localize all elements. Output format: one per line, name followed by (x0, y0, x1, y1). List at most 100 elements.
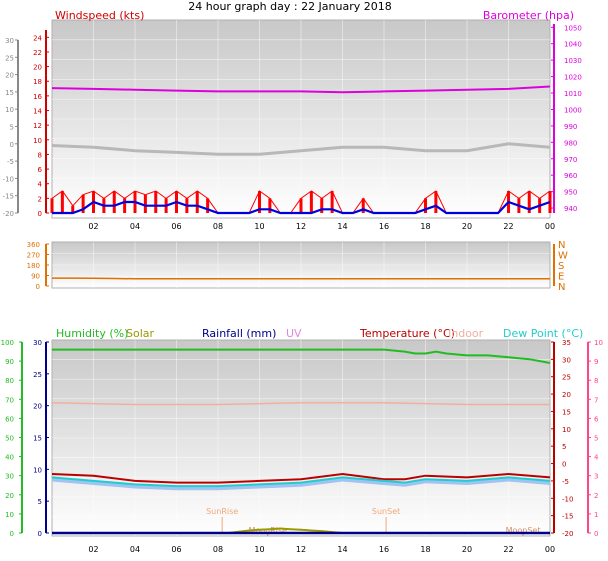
barometer-tick-label: 1030 (564, 57, 582, 65)
temperature-x-tick-label: 06 (171, 545, 181, 554)
temp-grey-tick-label: 20 (5, 72, 14, 80)
windspeed-tick-label: 20 (33, 64, 42, 72)
direction-deg-tick-label: 0 (36, 283, 40, 291)
solar-line (52, 527, 550, 534)
temperature-x-tick-label: 12 (296, 545, 306, 554)
temp-grey-tick-label: -10 (3, 175, 14, 183)
legend-entry: Solar (126, 327, 155, 340)
uv-tick-label: 8 (594, 377, 598, 385)
legend-entry: UV (286, 327, 302, 340)
barometer-tick-label: 940 (564, 205, 577, 213)
uv-tick-label: 7 (594, 396, 598, 404)
humidity-tick-label: 80 (5, 377, 14, 385)
wind-x-tick-label: 08 (213, 222, 223, 231)
temperature-axis: 35 30 25 20 15 10 5 0 -5 -10 -15 -20 (551, 339, 573, 538)
rainfall-axis: 30 25 20 15 10 5 0 (33, 339, 49, 538)
temperature-x-tick-label: 22 (503, 545, 513, 554)
temperature-x-tick-label: 20 (462, 545, 472, 554)
temperature-tick-label: 15 (562, 408, 571, 416)
wind-series (50, 85, 552, 215)
grey-temperature-line (51, 142, 551, 156)
uv-tick-label: 6 (594, 415, 599, 423)
humidity-line (52, 348, 551, 364)
direction-panel-grid (52, 242, 550, 288)
compass-label: N (558, 240, 565, 251)
wind-x-tick-label: 04 (130, 222, 140, 231)
temperature-line (51, 472, 551, 484)
legend-entry: Indoor (448, 327, 484, 340)
compass-label: W (558, 251, 568, 262)
humidity-tick-label: 40 (5, 454, 14, 462)
wind-x-tick-label: 10 (254, 222, 264, 231)
temperature-tick-label: 25 (562, 374, 571, 382)
average-wind-line (52, 200, 551, 215)
rainfall-tick-label: 10 (33, 466, 42, 474)
wind-x-tick-label: 16 (379, 222, 389, 231)
wind-x-tick-label: 12 (296, 222, 306, 231)
temperature-tick-label: 20 (562, 391, 571, 399)
temperature-tick-label: 0 (562, 461, 566, 469)
compass-label: S (558, 261, 564, 272)
temp-grey-tick-label: 0 (10, 141, 14, 149)
temp-grey-tick-label: 10 (5, 106, 14, 114)
wind-x-tick-label: 14 (337, 222, 347, 231)
windspeed-tick-label: 4 (38, 181, 43, 189)
wind-x-tick-label: 18 (420, 222, 430, 231)
annotation-label: SunRise (206, 507, 238, 516)
temperature-x-tick-label: 04 (130, 545, 140, 554)
direction-deg-tick-label: 90 (31, 273, 40, 281)
humidity-tick-label: 0 (10, 530, 14, 538)
annotation-label: MoonRise (248, 526, 287, 535)
barometer-axis: 1050 1040 1030 1020 1010 1000 990 980 970 960 950 9… (551, 24, 582, 213)
humidity-tick-label: 50 (5, 435, 14, 443)
compass-label: N (558, 282, 565, 293)
legend-entry: Rainfall (mm) (202, 327, 276, 340)
compass-label: E (558, 272, 564, 283)
legend-entry: Humidity (%) (56, 327, 128, 340)
temperature-x-tick-label: 10 (254, 545, 264, 554)
wind-x-tick-label: 00 (545, 222, 555, 231)
temperature-tick-label: -5 (562, 478, 569, 486)
uv-tick-label: 10 (594, 339, 603, 347)
annotation-label: SunSet (372, 507, 400, 516)
humidity-tick-label: 70 (5, 396, 14, 404)
temp-grey-tick-label: 15 (5, 89, 14, 97)
temperature-legend: Humidity (%)Solar Rainfall (mm) UV Temperat… (56, 327, 583, 340)
humidity-tick-label: 100 (1, 339, 14, 347)
humidity-tick-label: 90 (5, 358, 14, 366)
uv-tick-label: 2 (594, 492, 598, 500)
wind-x-tick-label: 06 (171, 222, 181, 231)
legend-entry: Temperature (°C) (359, 327, 455, 340)
barometer-tick-label: 1020 (564, 74, 582, 82)
rainfall-tick-label: 0 (38, 530, 42, 538)
barometer-tick-label: 950 (564, 189, 577, 197)
direction-degrees-axis: 360 270 180 90 0 (27, 241, 49, 291)
direction-series (52, 277, 550, 280)
temperature-tick-label: 35 (562, 339, 571, 347)
temp-grey-tick-label: 25 (5, 54, 14, 62)
windspeed-tick-label: 16 (33, 93, 42, 101)
windspeed-tick-label: 6 (38, 166, 43, 174)
direction-deg-tick-label: 360 (27, 241, 40, 249)
wind-x-axis: 02 04 06 08 10 12 14 16 18 20 22 00 (88, 222, 555, 231)
dewpoint-band (51, 477, 551, 491)
barometer-tick-label: 1010 (564, 90, 582, 98)
dewpoint-line (51, 476, 551, 488)
rainfall-tick-label: 5 (38, 498, 42, 506)
barometer-tick-label: 1040 (564, 41, 582, 49)
wind-x-tick-label: 02 (88, 222, 98, 231)
temperature-tick-label: 10 (562, 426, 571, 434)
rainfall-tick-label: 15 (33, 435, 42, 443)
windspeed-tick-label: 10 (33, 137, 42, 145)
direction-deg-tick-label: 270 (27, 252, 40, 260)
temperature-x-tick-label: 14 (337, 545, 347, 554)
barometer-tick-label: 980 (564, 139, 577, 147)
rainfall-tick-label: 20 (33, 403, 42, 411)
temperature-series (51, 348, 551, 535)
rainfall-tick-label: 30 (33, 339, 42, 347)
windspeed-tick-label: 22 (33, 49, 42, 57)
temperature-x-tick-label: 02 (88, 545, 98, 554)
temp-grey-tick-label: -5 (7, 158, 14, 166)
